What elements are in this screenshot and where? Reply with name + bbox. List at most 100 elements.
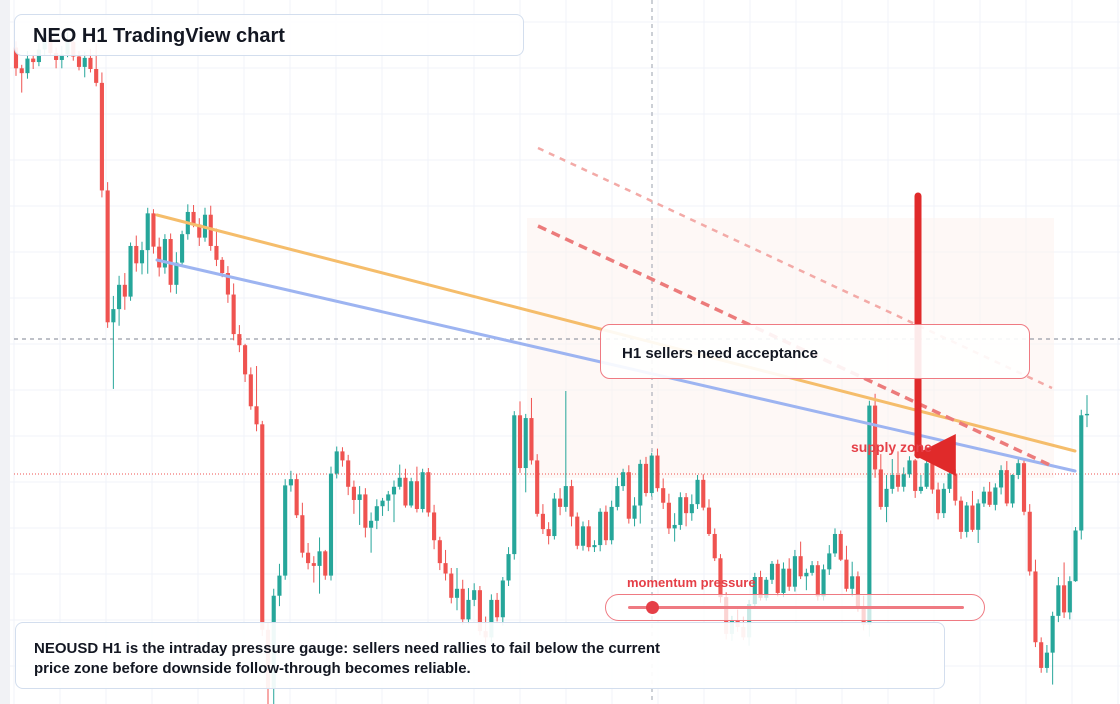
candle-down — [151, 213, 156, 247]
candle-down — [1039, 642, 1044, 668]
candle-up — [139, 250, 145, 264]
candle-up — [678, 497, 683, 525]
candle-down — [603, 511, 608, 541]
candle-down — [1033, 571, 1038, 643]
candle-up — [500, 580, 505, 618]
candle-down — [718, 558, 723, 598]
candle-down — [443, 563, 448, 574]
candle-up — [781, 568, 786, 593]
candle-down — [626, 472, 631, 519]
callout-text: H1 sellers need acceptance — [622, 345, 818, 362]
candle-up — [649, 455, 654, 494]
candle-down — [958, 500, 964, 532]
candle-up — [1067, 581, 1072, 613]
candle-down — [787, 568, 792, 587]
momentum-gauge — [605, 594, 985, 621]
candle-down — [701, 479, 706, 508]
candle-up — [391, 486, 397, 495]
candle-up — [466, 599, 471, 620]
candle-down — [712, 533, 717, 559]
candle-down — [1021, 463, 1027, 512]
candle-down — [88, 57, 93, 69]
candle-down — [815, 565, 820, 597]
candle-down — [838, 533, 843, 560]
candle-up — [117, 284, 122, 310]
candle-down — [105, 190, 110, 323]
candle-down — [666, 502, 671, 529]
gauge-track — [628, 606, 964, 609]
note-box: NEOUSD H1 is the intraday pressure gauge… — [15, 622, 945, 689]
candle-down — [540, 513, 545, 530]
chart-title: NEO H1 TradingView chart — [33, 25, 285, 47]
candle-down — [31, 58, 36, 63]
candle-down — [844, 559, 849, 589]
candle-up — [810, 565, 815, 573]
candles — [13, 30, 1090, 704]
candle-down — [775, 563, 780, 593]
candle-down — [54, 53, 59, 60]
candle-down — [684, 497, 689, 514]
candle-down — [340, 451, 345, 461]
candle-down — [243, 345, 248, 375]
gauge-knob — [645, 601, 659, 614]
candle-down — [346, 460, 351, 487]
chart-title-box: NEO H1 TradingView chart — [14, 14, 524, 56]
candle-up — [288, 479, 293, 486]
candle-up — [598, 511, 603, 546]
candle-down — [449, 573, 454, 598]
candle-up — [506, 554, 511, 581]
candle-up — [563, 486, 568, 507]
candle-up — [489, 599, 494, 638]
candle-down — [517, 415, 523, 469]
dashed-resistance-lower — [537, 224, 1053, 468]
candle-up — [1050, 615, 1055, 653]
candle-down — [529, 418, 534, 461]
candle-down — [237, 334, 242, 346]
candle-down — [294, 479, 299, 516]
candle-up — [890, 474, 895, 489]
candle-down — [414, 481, 419, 509]
candle-down — [495, 599, 500, 618]
candle-up — [1084, 413, 1090, 416]
callout-box: H1 sellers need acceptance — [600, 324, 1030, 379]
candle-down — [535, 460, 540, 514]
candle-down — [913, 460, 918, 491]
candle-up — [924, 463, 929, 487]
candle-up — [59, 54, 64, 60]
candle-down — [197, 224, 202, 238]
candle-up — [512, 415, 517, 555]
candle-up — [964, 505, 969, 532]
candle-up — [884, 488, 889, 507]
candle-up — [283, 485, 288, 576]
candle-up — [580, 526, 586, 546]
candle-down — [248, 374, 253, 407]
candle-up — [523, 418, 528, 469]
candle-up — [1056, 585, 1061, 616]
candle-up — [850, 576, 855, 589]
candle-up — [277, 575, 282, 596]
candle-up — [180, 234, 185, 263]
candle-down — [99, 82, 104, 191]
candle-down — [575, 516, 580, 546]
candle-up — [145, 213, 150, 251]
candle-up — [827, 553, 832, 570]
candle-down — [134, 245, 139, 264]
candle-up — [592, 545, 597, 548]
candle-up — [386, 494, 391, 501]
candle-up — [1016, 463, 1021, 475]
candle-up — [472, 590, 477, 600]
candle-down — [798, 556, 803, 577]
candle-down — [873, 405, 878, 470]
candle-down — [19, 68, 24, 74]
candle-up — [552, 498, 557, 537]
candle-up — [821, 569, 826, 597]
candle-up — [128, 245, 133, 297]
candle-up — [752, 576, 757, 605]
supply-zone-label: supply zone — [851, 439, 932, 455]
candle-up — [25, 58, 30, 74]
candle-up — [420, 472, 425, 509]
candle-down — [254, 406, 259, 425]
candle-down — [477, 590, 482, 632]
gauge-label: momentum pressure — [627, 575, 756, 590]
candle-up — [792, 556, 797, 587]
